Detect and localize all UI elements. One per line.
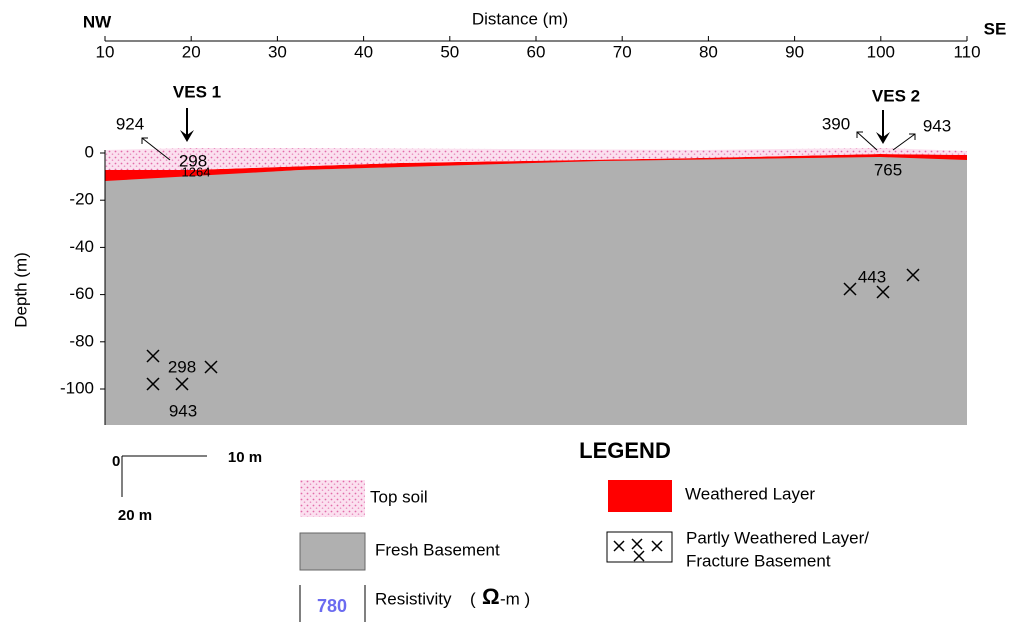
resistivity-label: 1264 — [182, 164, 211, 179]
legend-item: Top soil — [370, 487, 428, 506]
x-tick-label: 40 — [354, 42, 373, 61]
scale-origin: 0 — [112, 453, 120, 470]
fresh-basement — [105, 155, 967, 425]
x-tick-label: 30 — [268, 42, 287, 61]
legend-sample: 780 — [317, 596, 347, 616]
x-tick-label: 20 — [182, 42, 201, 61]
legend-item: Resistivity — [375, 589, 452, 608]
nw-label: NW — [83, 12, 112, 31]
resistivity-label: 943 — [923, 116, 951, 135]
y-tick-label: -100 — [60, 378, 94, 397]
legend-item: Partly Weathered Layer/ — [686, 528, 869, 547]
resistivity-label: 390 — [822, 114, 850, 133]
scale-horizontal: 10 m — [228, 449, 262, 466]
ves-label: VES 2 — [872, 86, 920, 105]
x-tick-label: 50 — [440, 42, 459, 61]
section-diagram: Distance (m) NW SE Depth (m) VES 1 VES 2… — [0, 0, 1012, 622]
x-tick-label: 110 — [953, 42, 980, 61]
y-tick-label: -40 — [69, 237, 94, 256]
legend-item: Weathered Layer — [685, 484, 815, 503]
legend-swatch — [300, 533, 365, 570]
y-tick-label: -80 — [69, 331, 94, 350]
x-tick-label: 10 — [96, 42, 115, 61]
legend-item: Fresh Basement — [375, 540, 500, 559]
legend-swatch — [608, 480, 672, 512]
resistivity-label: 298 — [168, 357, 196, 376]
unit-rest: -m ) — [500, 589, 530, 608]
se-label: SE — [984, 19, 1007, 38]
resistivity-label: 924 — [116, 114, 144, 133]
resistivity-label: 943 — [169, 401, 197, 420]
y-tick-label: -60 — [69, 284, 94, 303]
legend-swatch — [300, 480, 365, 517]
x-tick-label: 70 — [613, 42, 632, 61]
x-tick-label: 90 — [785, 42, 804, 61]
y-tick-label: -20 — [69, 190, 94, 209]
x-axis-label: Distance (m) — [472, 9, 568, 28]
legend-item: Fracture Basement — [686, 551, 831, 570]
y-tick-label: 0 — [85, 142, 94, 161]
unit-symbol: Ω — [482, 584, 500, 609]
scale-vertical: 20 m — [118, 507, 152, 524]
x-tick-label: 80 — [699, 42, 718, 61]
y-axis-label: Depth (m) — [11, 252, 30, 328]
unit-open: ( — [470, 589, 476, 608]
resistivity-label: 765 — [874, 160, 902, 179]
resistivity-label: 443 — [858, 267, 886, 286]
ves-label: VES 1 — [173, 82, 221, 101]
x-tick-label: 60 — [527, 42, 546, 61]
legend-title: LEGEND — [579, 438, 671, 463]
x-tick-label: 100 — [867, 42, 895, 61]
